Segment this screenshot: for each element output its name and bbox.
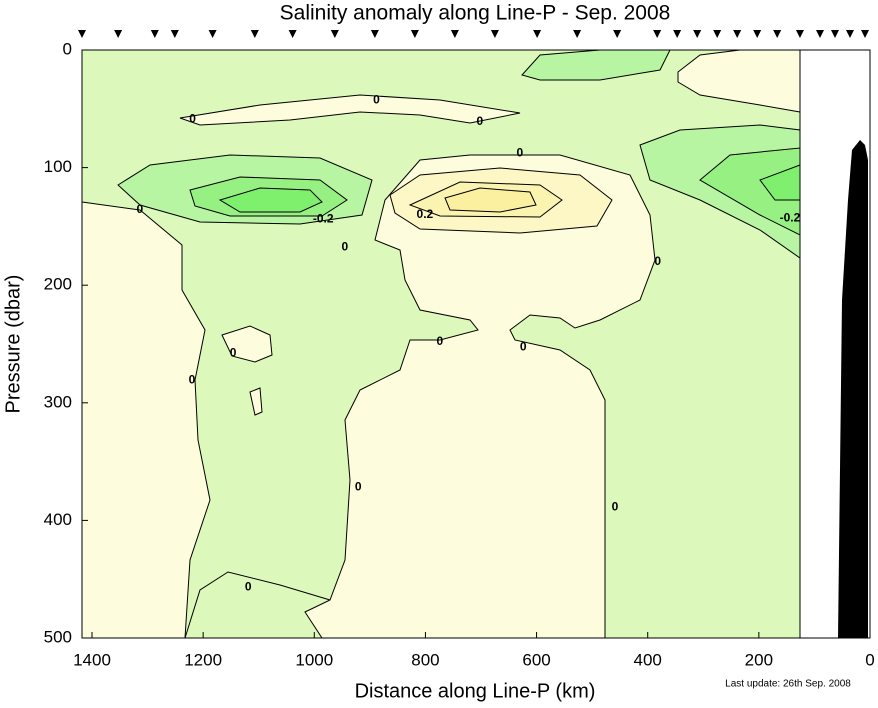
x-tick-label: 400	[634, 650, 662, 669]
x-tick-label: 1000	[295, 650, 333, 669]
station-marker	[78, 30, 86, 38]
beige-region	[249, 387, 263, 416]
station-marker	[815, 30, 824, 38]
station-marker	[410, 30, 419, 38]
x-tick-label: 0	[865, 650, 874, 669]
station-marker	[170, 30, 179, 38]
chart-title: Salinity anomaly along Line-P - Sep. 200…	[280, 2, 671, 25]
contour-label: 0	[136, 202, 143, 216]
contour-field	[81, 49, 870, 639]
station-marker	[330, 30, 339, 38]
station-marker	[370, 30, 379, 38]
green-region	[521, 49, 671, 81]
station-marker	[490, 30, 499, 38]
contour-label: 0	[342, 240, 349, 254]
contour-label: 0	[654, 254, 661, 268]
y-tick-label: 0	[63, 39, 72, 58]
station-marker	[795, 30, 804, 38]
x-tick-label: 800	[411, 650, 439, 669]
y-tick-label: 400	[44, 510, 72, 529]
station-marker	[573, 30, 582, 38]
contour-label: 0	[245, 580, 252, 594]
x-tick-label: 600	[522, 650, 550, 669]
station-marker	[845, 30, 854, 38]
station-marker	[673, 30, 682, 38]
contour-label: 0	[437, 334, 444, 348]
contour-label: 0	[520, 340, 527, 354]
green-region	[218, 187, 323, 213]
x-tick-label: 200	[745, 650, 773, 669]
station-marker	[288, 30, 297, 38]
station-marker	[250, 30, 259, 38]
station-marker	[713, 30, 722, 38]
contour-label: -0.2	[313, 212, 334, 226]
contour-label: 0	[230, 346, 237, 360]
station-marker	[114, 30, 123, 38]
station-marker	[830, 30, 839, 38]
station-marker	[860, 30, 869, 38]
station-marker	[733, 30, 742, 38]
contour-label: -0.2	[780, 210, 801, 224]
y-tick-label: 300	[44, 392, 72, 411]
x-axis-label: Distance along Line-P (km)	[355, 680, 596, 702]
contour-label: 0	[373, 93, 380, 107]
station-marker	[208, 30, 217, 38]
contour-label: 0	[189, 373, 196, 387]
y-tick-label: 200	[44, 275, 72, 294]
station-marker	[613, 30, 622, 38]
beige-region	[179, 94, 521, 126]
station-marker	[450, 30, 459, 38]
plot-frame	[81, 49, 871, 639]
x-tick-label: 1200	[184, 650, 222, 669]
contour-label: 0	[612, 500, 619, 514]
contour-label: 0	[517, 146, 524, 160]
beige-region	[304, 154, 656, 639]
beige-region	[221, 325, 273, 363]
contour-label: 0.2	[417, 207, 434, 221]
station-marker	[150, 30, 159, 38]
contour-label: 0	[355, 480, 362, 494]
footnote: Last update: 26th Sep. 2008	[725, 679, 851, 690]
y-axis-label: Pressure (dbar)	[2, 275, 24, 414]
y-tick-label: 500	[44, 627, 72, 646]
station-marker	[533, 30, 542, 38]
beige-region	[444, 187, 537, 213]
station-marker	[693, 30, 702, 38]
bathymetry	[838, 140, 868, 638]
station-marker	[753, 30, 762, 38]
x-tick-label: 1400	[73, 650, 111, 669]
station-marker	[773, 30, 782, 38]
contour-label: 0	[189, 112, 196, 126]
station-marker	[653, 30, 662, 38]
y-tick-label: 100	[44, 157, 72, 176]
contour-label: 0	[477, 114, 484, 128]
